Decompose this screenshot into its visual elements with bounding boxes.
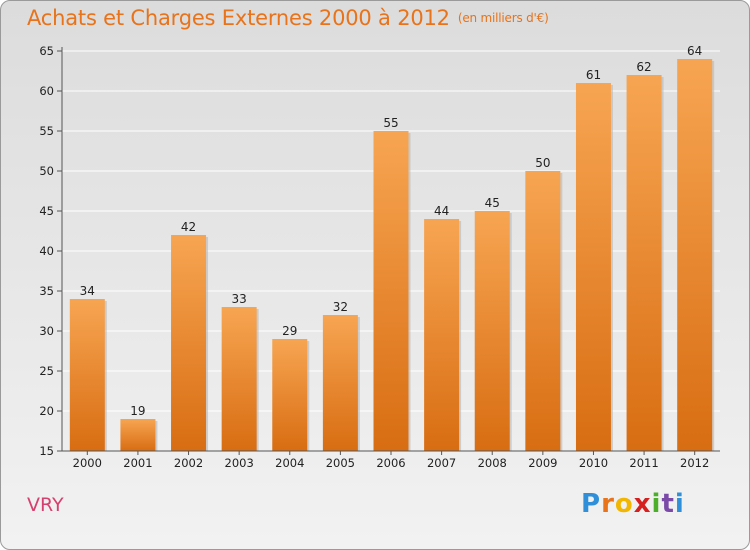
value-label: 29 <box>282 324 297 338</box>
bar-2003 <box>221 307 257 451</box>
chart-title: Achats et Charges Externes 2000 à 2012 <box>27 6 450 30</box>
bar-2009 <box>525 171 561 451</box>
value-label: 61 <box>586 68 601 82</box>
value-label: 64 <box>687 44 702 58</box>
y-tick-label: 40 <box>39 244 54 258</box>
value-label: 50 <box>535 156 550 170</box>
x-tick-label: 2006 <box>376 456 405 470</box>
bar-2006 <box>373 131 409 451</box>
y-tick-label: 30 <box>39 324 54 338</box>
logo-letter: i <box>674 489 685 519</box>
value-label: 33 <box>232 292 247 306</box>
bar-2010 <box>575 83 611 451</box>
value-label: 32 <box>333 300 348 314</box>
bar-2011 <box>626 75 662 451</box>
value-label: 45 <box>485 196 500 210</box>
x-tick-label: 2003 <box>225 456 254 470</box>
logo-letter: o <box>614 489 634 519</box>
logo-letter: i <box>651 489 662 519</box>
y-tick-label: 50 <box>39 164 54 178</box>
bars <box>69 59 715 451</box>
logo-letter: P <box>581 489 602 519</box>
commune-name: VRY <box>27 494 64 516</box>
x-tick-label: 2005 <box>326 456 355 470</box>
y-tick-label: 45 <box>39 204 54 218</box>
x-tick-label: 2012 <box>680 456 709 470</box>
value-label: 62 <box>636 60 651 74</box>
value-label: 44 <box>434 204 449 218</box>
y-tick-label: 55 <box>39 124 54 138</box>
bar-2012 <box>677 59 713 451</box>
x-tick-label: 2011 <box>629 456 658 470</box>
bar-2001 <box>120 419 156 451</box>
y-tick-label: 25 <box>39 364 54 378</box>
y-tick-label: 15 <box>39 444 54 458</box>
logo-letter: r <box>601 489 615 519</box>
logo-letter: x <box>633 489 652 519</box>
chart-title-block: Achats et Charges Externes 2000 à 2012 (e… <box>27 6 549 30</box>
bar-2000 <box>69 299 105 451</box>
axes <box>57 47 720 455</box>
bar-2007 <box>424 219 460 451</box>
value-label: 19 <box>130 404 145 418</box>
value-label: 34 <box>80 284 95 298</box>
x-tick-label: 2010 <box>579 456 608 470</box>
x-tick-label: 2009 <box>528 456 557 470</box>
bar-2005 <box>322 315 358 451</box>
bar-2008 <box>474 211 510 451</box>
x-tick-label: 2008 <box>478 456 507 470</box>
y-tick-label: 20 <box>39 404 54 418</box>
value-label: 55 <box>383 116 398 130</box>
y-tick-label: 65 <box>39 44 54 58</box>
value-label: 42 <box>181 220 196 234</box>
x-tick-label: 2002 <box>174 456 203 470</box>
y-tick-label: 60 <box>39 84 54 98</box>
x-tick-label: 2000 <box>73 456 102 470</box>
y-tick-label: 35 <box>39 284 54 298</box>
logo-letter: t <box>661 489 675 519</box>
labels: 15 20 25 30 35 40 45 50 55 60 65 2000 34 2001 19 2002 42… <box>39 44 709 470</box>
proxiti-logo: Proxiti <box>581 489 685 519</box>
x-tick-label: 2001 <box>123 456 152 470</box>
x-tick-label: 2004 <box>275 456 304 470</box>
bar-2002 <box>171 235 207 451</box>
bar-2004 <box>272 339 308 451</box>
x-tick-label: 2007 <box>427 456 456 470</box>
chart-subtitle: (en milliers d'€) <box>457 11 549 25</box>
